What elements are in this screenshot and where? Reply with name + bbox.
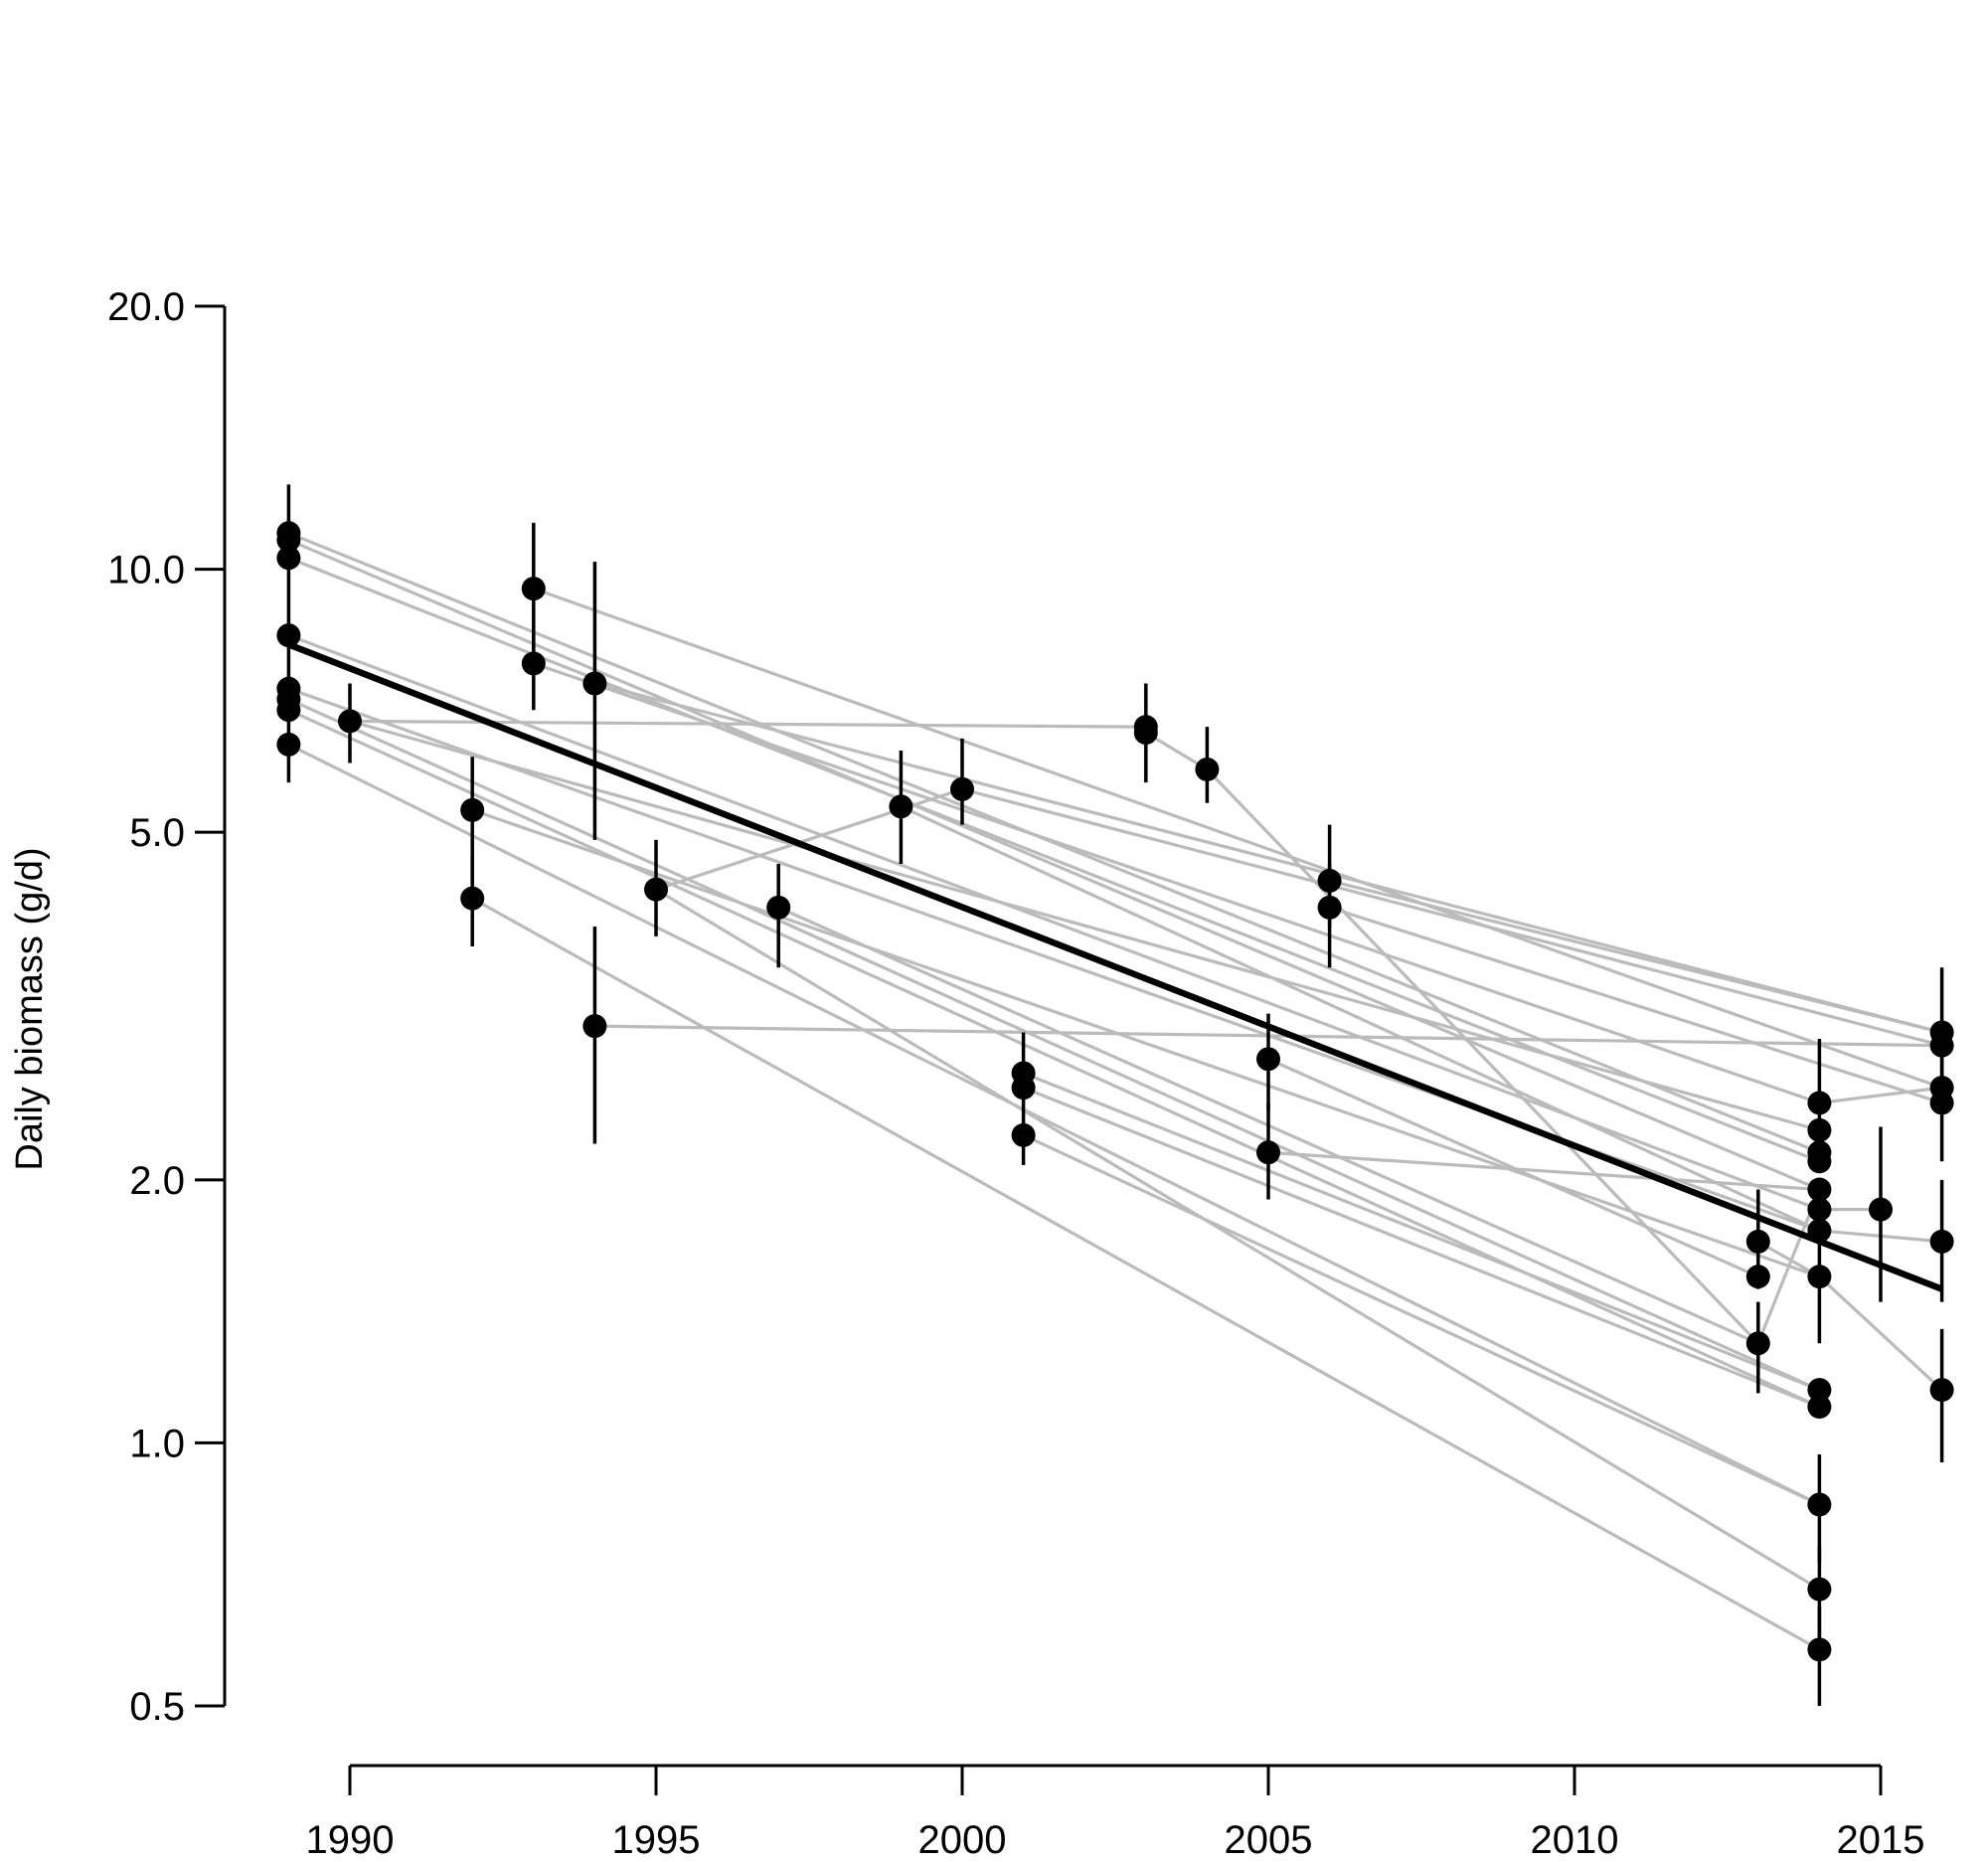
- connector-line: [533, 661, 1820, 1104]
- data-point: [1807, 1091, 1832, 1115]
- data-point: [1807, 1218, 1832, 1243]
- connector-line: [1206, 767, 1759, 1345]
- connector-line: [593, 681, 1943, 1035]
- data-point: [276, 546, 301, 571]
- data-points: [276, 521, 1954, 1662]
- data-point: [1807, 1117, 1832, 1142]
- x-tick-label: 1995: [612, 1818, 701, 1862]
- connector-line: [900, 804, 1821, 1233]
- connector-line: [1818, 1274, 1943, 1392]
- data-point: [1807, 1197, 1832, 1222]
- data-point: [1256, 1140, 1280, 1165]
- data-point: [1745, 1265, 1770, 1289]
- data-point: [1929, 1378, 1954, 1403]
- connector-line: [1022, 1133, 1821, 1506]
- connector-line: [1023, 1071, 1820, 1392]
- data-point: [1133, 720, 1158, 745]
- connector-line: [471, 897, 1821, 1651]
- connector-line: [1819, 1086, 1942, 1104]
- data-point: [1195, 757, 1220, 781]
- y-tick-label: 2.0: [129, 1159, 185, 1203]
- y-tick-label: 10.0: [107, 549, 185, 592]
- data-point: [889, 794, 913, 819]
- data-point: [1807, 1492, 1832, 1517]
- data-point: [1869, 1197, 1893, 1222]
- connector-line: [471, 808, 1820, 1278]
- connector-line: [1267, 1150, 1820, 1192]
- data-point: [1807, 1395, 1832, 1420]
- connector-line: [1023, 1086, 1820, 1409]
- trend-line-layer: [287, 641, 1943, 1292]
- data-point: [1011, 1076, 1036, 1100]
- data-point: [276, 698, 301, 723]
- data-point: [950, 776, 974, 801]
- data-point: [460, 797, 485, 822]
- data-point: [338, 709, 362, 734]
- y-axis-title: Daily biomass (g/d): [9, 847, 51, 1170]
- data-point: [644, 877, 668, 902]
- data-point: [1807, 1577, 1832, 1602]
- data-point: [276, 528, 301, 553]
- data-point: [1317, 868, 1342, 893]
- data-point: [1745, 1331, 1770, 1356]
- y-tick-label: 1.0: [129, 1422, 185, 1465]
- x-tick-label: 2015: [1837, 1818, 1925, 1862]
- x-tick-label: 2005: [1225, 1818, 1313, 1862]
- data-point: [1256, 1047, 1280, 1072]
- data-point: [766, 895, 791, 920]
- data-point: [276, 732, 301, 757]
- data-point: [1317, 895, 1342, 920]
- data-point: [582, 671, 607, 696]
- data-point: [1807, 1637, 1832, 1662]
- connector-line: [287, 697, 1821, 1392]
- x-axis: 1990 1995 2000 2005 2010 2015: [306, 1764, 1925, 1862]
- data-point: [1929, 1091, 1954, 1115]
- y-tick-label: 5.0: [129, 811, 185, 855]
- data-point: [521, 577, 546, 601]
- data-point: [1807, 1378, 1832, 1403]
- data-point: [582, 1014, 607, 1039]
- x-tick-label: 2000: [918, 1818, 1007, 1862]
- connector-line: [533, 587, 1943, 1090]
- data-point: [1745, 1229, 1770, 1254]
- data-point: [1807, 1177, 1832, 1202]
- y-tick-label: 20.0: [107, 285, 185, 329]
- data-point: [276, 623, 301, 648]
- data-point: [521, 651, 546, 676]
- connector-line: [287, 708, 1821, 1409]
- data-point: [1807, 1149, 1832, 1174]
- connector-lines: [287, 531, 1943, 1651]
- y-tick-label: 0.5: [129, 1685, 185, 1729]
- trend-line: [287, 641, 1943, 1292]
- connector-line: [1329, 879, 1942, 1035]
- data-point: [460, 886, 485, 911]
- connector-line: [287, 538, 1821, 1192]
- x-tick-label: 2010: [1531, 1818, 1619, 1862]
- connector-line: [961, 787, 1943, 1048]
- x-tick-label: 1990: [306, 1818, 395, 1862]
- data-point: [1807, 1265, 1832, 1289]
- data-point: [1011, 1122, 1036, 1147]
- y-axis: 0.5 1.0 2.0 5.0 10.0 20.0: [107, 285, 227, 1729]
- data-point: [1929, 1229, 1954, 1254]
- connector-line: [655, 888, 1821, 1592]
- connector-line: [1329, 906, 1943, 1104]
- data-point: [1929, 1033, 1954, 1058]
- connector-line: [287, 743, 1821, 1506]
